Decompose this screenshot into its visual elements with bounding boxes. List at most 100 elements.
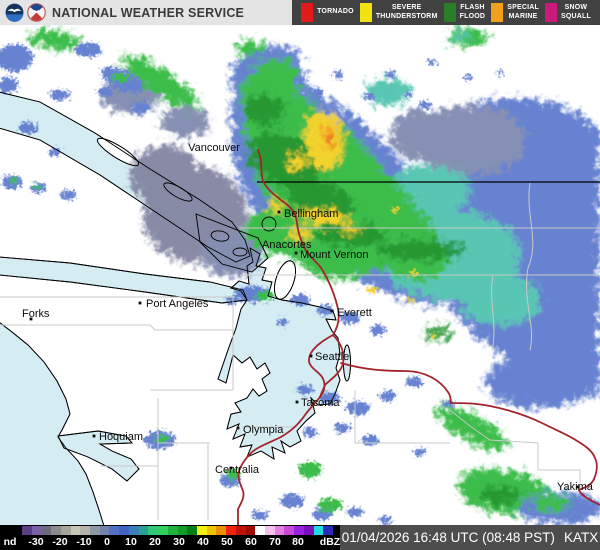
dbz-scale-segment [138,526,149,535]
dbz-tick: 70 [269,536,281,548]
dbz-tick: 0 [104,536,110,548]
radar-map: Vancouver Bellingham Anacortes Mount Vernon… [0,25,600,525]
dbz-scale-segment [245,526,256,535]
dbz-scale-segment [0,526,22,535]
dbz-tick: -20 [52,536,68,548]
dbz-scale-segment [177,526,188,535]
city-marker [576,485,580,489]
dbz-tick-labels: nd -30 -20 -10 0 10 20 30 40 50 60 70 80 dBZ [0,535,345,550]
warning-legend: TORNADO SEVERE THUNDERSTORM FLASH FLOOD SPE… [292,0,600,25]
city-label: Mount Vernon [300,249,369,261]
highways [237,149,600,525]
dbz-scale-segment [323,526,333,535]
dbz-scale-segment [313,526,324,535]
city-label: Centralia [215,464,260,476]
dbz-scale-segment [235,526,246,535]
city-marker [294,251,298,255]
dbz-scale-segment [274,526,285,535]
dbz-scale-segment [99,526,110,535]
city-marker [29,317,33,321]
station-id: KATX [563,530,599,545]
city-label: Olympia [243,424,284,436]
warning-label: TORNADO [317,8,354,16]
city-marker [236,426,240,430]
warning-color-swatch [544,3,557,22]
dbz-tick: 10 [125,536,137,548]
dbz-tick: nd [3,536,17,548]
dbz-tick: 80 [292,536,304,548]
city-label: Vancouver [188,142,240,154]
city-label: Forks [22,308,50,320]
dbz-color-scale [0,526,333,535]
dbz-scale-segment [51,526,61,535]
warning-label: FLASH FLOOD [459,4,486,20]
dbz-tick: 40 [197,536,209,548]
city-label: Hoquiam [99,431,143,443]
warning-color-swatch [359,3,372,22]
dbz-tick: -10 [76,536,92,548]
dbz-tick: -30 [28,536,44,548]
dbz-scale-segment [255,526,265,535]
dbz-scale-segment [128,526,139,535]
city-marker [138,301,142,305]
dbz-scale-segment [148,526,159,535]
warning-legend-item: TORNADO [301,3,354,22]
timestamp: 01/04/2026 16:48 UTC (08:48 PST) [341,530,555,545]
city-marker [229,466,233,470]
warning-label: SPECIAL MARINE [507,4,539,20]
dbz-scale-segment [158,526,168,535]
dbz-tick: dBZ [319,536,341,548]
warning-color-swatch [301,3,314,22]
warning-legend-item: SPECIAL MARINE [491,3,539,22]
dbz-tick: 50 [221,536,233,548]
dbz-scale-segment [90,526,100,535]
header-branding: NATIONAL WEATHER SERVICE [0,0,292,25]
city-label: Anacortes [262,239,312,251]
dbz-scale-segment [294,526,304,535]
dbz-scale-segment [284,526,295,535]
warning-label: SNOW SQUALL [560,4,591,20]
dbz-scale-segment [109,526,120,535]
dbz-scale-segment [187,526,197,535]
dbz-tick: 20 [149,536,161,548]
dbz-tick: 30 [173,536,185,548]
dbz-scale-segment [303,526,314,535]
warning-color-swatch [443,3,456,22]
city-marker [309,354,313,358]
warning-legend-item: SNOW SQUALL [544,3,591,22]
dbz-scale-segment [216,526,227,535]
warning-color-swatch [491,3,504,22]
warning-legend-item: FLASH FLOOD [443,3,486,22]
header: NATIONAL WEATHER SERVICE TORNADO SEVERE T… [0,0,600,25]
city-marker [277,210,281,214]
dbz-scale-segment [31,526,42,535]
dbz-scale-segment [41,526,52,535]
city-label: Port Angeles [146,298,209,310]
city-label: Seattle [315,351,349,363]
dbz-scale-segment [60,526,71,535]
warning-label: SEVERE THUNDERSTORM [375,4,438,20]
dbz-scale-segment [206,526,217,535]
warning-legend-item: SEVERE THUNDERSTORM [359,3,438,22]
dbz-scale-segment [80,526,91,535]
nws-seal [27,3,46,22]
city-label: Tacoma [301,397,340,409]
city-label: Yakima [557,481,594,493]
dbz-scale-segment [167,526,178,535]
noaa-logo [5,3,24,22]
city-marker [92,434,96,438]
dbz-scale-segment [226,526,236,535]
dbz-scale-segment [264,526,275,535]
status-bar: 01/04/2026 16:48 UTC (08:48 PST) KATX [340,525,600,550]
city-marker [330,309,334,313]
app-title: NATIONAL WEATHER SERVICE [52,5,245,20]
county-boundaries [0,182,600,520]
dbz-tick: 60 [245,536,257,548]
dbz-scale-segment [196,526,207,535]
city-label: Everett [337,307,372,319]
dbz-scale-segment [70,526,81,535]
city-label: Bellingham [284,208,338,220]
